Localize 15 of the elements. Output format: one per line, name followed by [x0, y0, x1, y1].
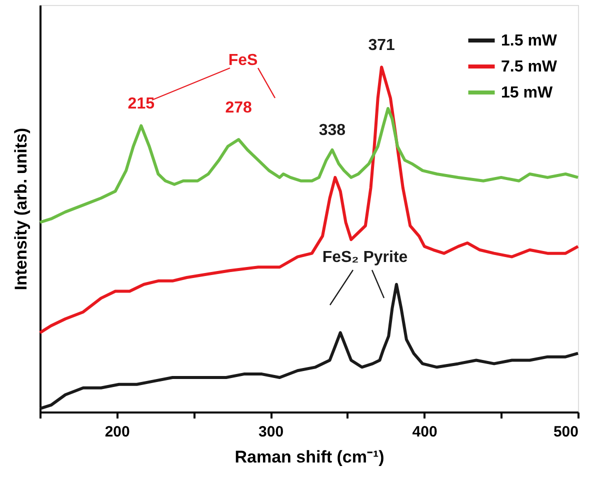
annotation: 338 [318, 122, 346, 139]
y-axis-title: Intensity (arb. units) [12, 128, 30, 290]
x-tick-label: 500 [553, 424, 578, 440]
x-axis-title: Raman shift (cm⁻¹) [234, 448, 384, 466]
annotation: 371 [368, 37, 395, 54]
x-tick-label: 300 [258, 424, 284, 440]
legend-label: 1.5 mW [501, 32, 558, 50]
legend-label: 7.5 mW [501, 58, 558, 76]
annotation: FeS [228, 52, 258, 69]
x-tick-label: 400 [412, 424, 438, 440]
x-tick-label: 200 [104, 424, 130, 440]
annotation: FeS₂ Pyrite [322, 249, 408, 266]
annotation: 278 [225, 100, 252, 117]
annotation: 215 [128, 96, 155, 113]
legend-label: 15 mW [501, 84, 554, 102]
